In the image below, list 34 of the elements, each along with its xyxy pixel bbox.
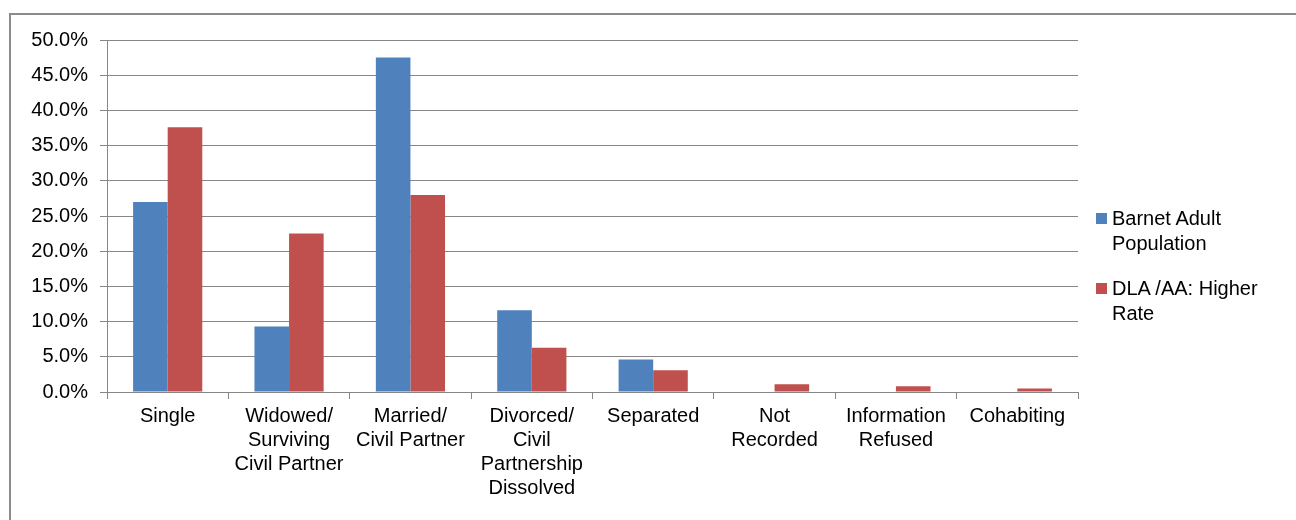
y-tick-label: 35.0%	[31, 133, 89, 156]
bar	[618, 359, 654, 392]
y-tick-label: 0.0%	[42, 379, 89, 402]
x-tick-label: Married/ Civil Partner	[355, 403, 466, 450]
y-tick-label: 25.0%	[31, 203, 89, 226]
y-tick-label: 20.0%	[31, 238, 89, 261]
bar	[774, 384, 810, 392]
x-tick-label: Information Refused	[845, 403, 946, 450]
bar	[167, 127, 203, 392]
y-tick-label: 45.0%	[31, 62, 89, 85]
bar	[653, 370, 688, 392]
legend-label: DLA /AA: Higher Rate	[1112, 276, 1259, 326]
x-tick-label: Not Recorded	[731, 403, 818, 450]
bar	[410, 194, 446, 392]
bar	[497, 310, 532, 392]
y-tick-label: 10.0%	[31, 309, 89, 332]
legend-label: Barnet Adult Population	[1112, 206, 1222, 256]
bar	[895, 386, 931, 392]
bar	[375, 57, 411, 392]
bar	[254, 326, 290, 392]
bar	[289, 233, 324, 392]
y-tick-label: 15.0%	[31, 273, 89, 296]
bar	[531, 347, 567, 392]
bar	[133, 201, 168, 392]
x-tick-label: Cohabiting	[969, 403, 1066, 426]
y-tick-label: 50.0%	[31, 27, 89, 50]
y-tick-label: 30.0%	[31, 168, 89, 191]
y-tick-label: 40.0%	[31, 97, 89, 120]
x-tick-label: Divorced/ Civil Partnership Dissolved	[480, 403, 583, 498]
x-tick-label: Widowed/ Surviving Civil Partner	[234, 403, 344, 474]
x-tick-label: Single	[139, 403, 196, 426]
y-tick-label: 5.0%	[42, 344, 89, 367]
bar	[1017, 388, 1052, 392]
x-tick-label: Separated	[607, 403, 700, 426]
